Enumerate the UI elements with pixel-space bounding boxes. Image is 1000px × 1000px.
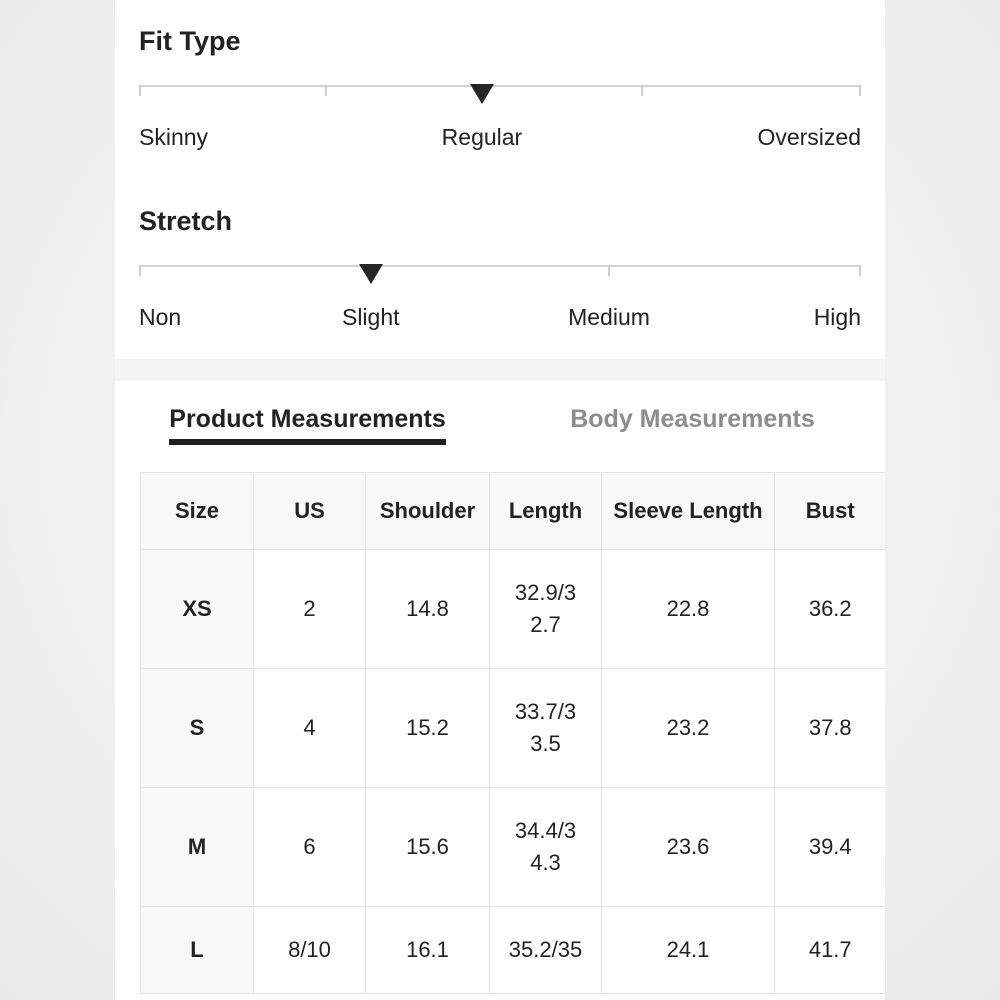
- measurements-card: Product Measurements Body Measurements S…: [115, 381, 885, 1000]
- fit-type-track: [139, 84, 861, 104]
- cell-sleeve-length: 23.6: [601, 787, 775, 907]
- cell-shoulder: 15.6: [365, 787, 490, 907]
- fit-type-option-regular: Regular: [441, 124, 523, 150]
- fit-type-option-oversized: Oversized: [757, 124, 861, 150]
- stretch-slider: Non Slight Medium High: [139, 264, 861, 331]
- stretch-marker-icon: [358, 264, 383, 284]
- stretch-title: Stretch: [139, 206, 233, 236]
- cell-size: M: [140, 787, 254, 907]
- slider-tick: [640, 85, 643, 96]
- stretch-option-slight: Slight: [341, 304, 400, 330]
- cell-bust: 36.2: [774, 549, 885, 669]
- column-header-size: Size: [140, 472, 254, 550]
- slider-tick: [859, 85, 861, 96]
- fit-info-card: Fit Type Skinny Regular Oversized Stretc…: [115, 0, 885, 359]
- fit-type-option-skinny: Skinny: [139, 124, 209, 150]
- stretch-option-medium: Medium: [568, 304, 650, 330]
- slider-tick: [859, 265, 861, 276]
- stretch-option-high: High: [813, 304, 861, 330]
- table-row-xs: XS 2 14.8 32.9/32.7 22.8 36.2: [140, 549, 885, 669]
- tab-body-measurements-label: Body Measurements: [570, 405, 815, 433]
- slider-tick: [325, 85, 328, 96]
- cell-us: 8/10: [253, 906, 366, 994]
- slider-tick: [139, 85, 141, 96]
- cell-us: 2: [253, 549, 366, 669]
- tab-body-measurements[interactable]: Body Measurements: [500, 404, 885, 445]
- column-header-shoulder: Shoulder: [365, 472, 490, 550]
- table-row-m: M 6 15.6 34.4/34.3 23.6 39.4: [140, 787, 885, 907]
- tab-product-measurements-label: Product Measurements: [169, 404, 446, 445]
- cell-shoulder: 15.2: [365, 668, 490, 788]
- cell-length: 35.2/35: [489, 906, 602, 994]
- cell-sleeve-length: 24.1: [601, 906, 775, 994]
- size-table: Size US Shoulder Length Sleeve Length Bu…: [140, 472, 885, 994]
- cell-bust: 41.7: [774, 906, 885, 994]
- size-table-container[interactable]: Size US Shoulder Length Sleeve Length Bu…: [140, 472, 885, 994]
- section-divider: [115, 359, 885, 381]
- fit-type-slider: Skinny Regular Oversized: [139, 84, 861, 151]
- table-header-row: Size US Shoulder Length Sleeve Length Bu…: [140, 472, 885, 550]
- fit-type-title: Fit Type: [139, 26, 241, 56]
- cell-length: 32.9/32.7: [489, 549, 602, 669]
- slider-tick: [139, 265, 141, 276]
- cell-size: XS: [140, 549, 254, 669]
- cell-length: 33.7/33.5: [489, 668, 602, 788]
- cell-us: 6: [253, 787, 366, 907]
- column-header-bust: Bust: [774, 472, 885, 550]
- cell-shoulder: 16.1: [365, 906, 490, 994]
- column-header-us: US: [253, 472, 366, 550]
- cell-size: L: [140, 906, 254, 994]
- cell-bust: 37.8: [774, 668, 885, 788]
- cell-bust: 39.4: [774, 787, 885, 907]
- table-row-s: S 4 15.2 33.7/33.5 23.2 37.8: [140, 668, 885, 788]
- fit-type-labels: Skinny Regular Oversized: [139, 124, 861, 151]
- slider-tick: [607, 265, 610, 276]
- tab-product-measurements[interactable]: Product Measurements: [115, 404, 500, 445]
- fit-type-marker-icon: [469, 84, 494, 104]
- measurements-tabs: Product Measurements Body Measurements: [115, 404, 885, 445]
- stretch-option-non: Non: [139, 304, 182, 330]
- cell-sleeve-length: 23.2: [601, 668, 775, 788]
- cell-shoulder: 14.8: [365, 549, 490, 669]
- cell-size: S: [140, 668, 254, 788]
- cell-sleeve-length: 22.8: [601, 549, 775, 669]
- cell-length: 34.4/34.3: [489, 787, 602, 907]
- stretch-labels: Non Slight Medium High: [139, 304, 861, 331]
- column-header-sleeve-length: Sleeve Length: [601, 472, 775, 550]
- column-header-length: Length: [489, 472, 602, 550]
- cell-us: 4: [253, 668, 366, 788]
- table-row-l: L 8/10 16.1 35.2/35 24.1 41.7: [140, 906, 885, 994]
- stretch-track: [139, 264, 861, 284]
